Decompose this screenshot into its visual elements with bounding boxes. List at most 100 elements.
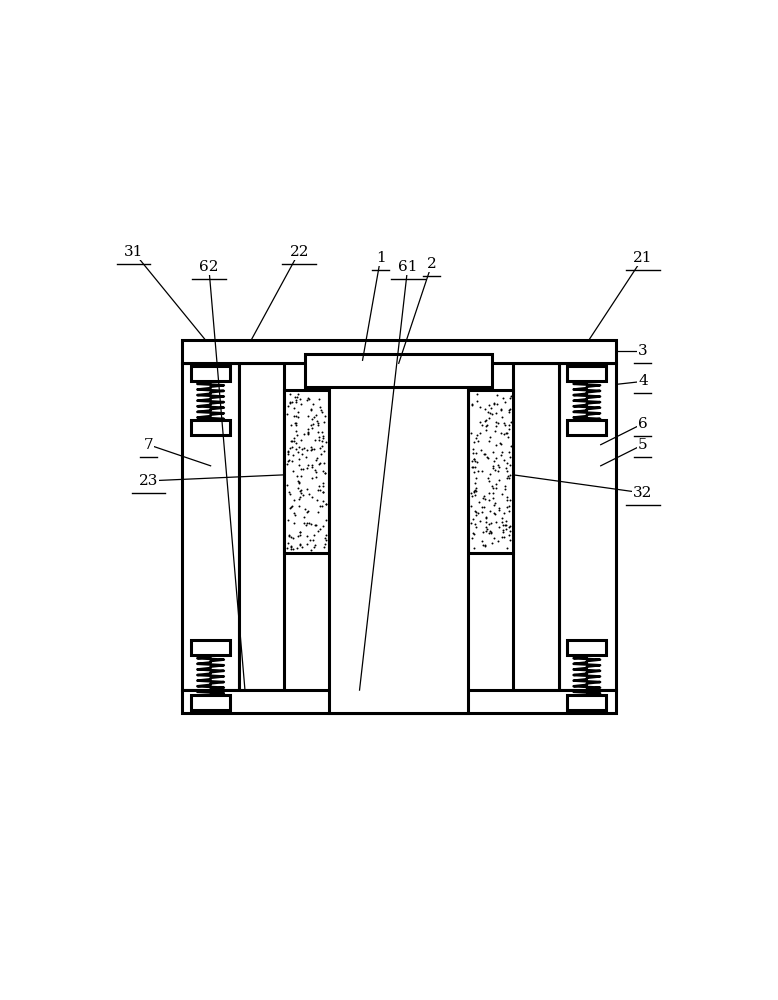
Point xyxy=(495,401,507,417)
Point xyxy=(502,468,514,484)
Point xyxy=(488,497,500,513)
Point xyxy=(288,515,300,531)
Point xyxy=(473,513,485,529)
Point xyxy=(499,417,512,433)
Point xyxy=(492,500,505,516)
Point xyxy=(302,424,314,440)
Point xyxy=(316,404,328,420)
Point xyxy=(486,480,499,496)
Point xyxy=(489,418,502,434)
Point xyxy=(505,414,517,430)
Point xyxy=(281,406,293,422)
Point xyxy=(485,478,498,494)
Point xyxy=(282,443,295,459)
Point xyxy=(313,478,325,494)
Point xyxy=(470,445,482,461)
Bar xyxy=(567,695,606,710)
Point xyxy=(319,512,331,528)
Point xyxy=(503,444,515,460)
Point xyxy=(291,427,303,443)
Point xyxy=(489,476,502,492)
Point xyxy=(496,510,509,526)
Point xyxy=(498,529,510,545)
Point xyxy=(283,500,296,516)
Point xyxy=(482,397,495,413)
Point xyxy=(485,525,497,541)
Point xyxy=(488,453,500,469)
Point xyxy=(306,411,318,427)
Point xyxy=(303,515,315,531)
Point xyxy=(315,402,328,418)
Point xyxy=(316,424,328,440)
Point xyxy=(304,401,317,417)
Point xyxy=(313,391,325,407)
Text: 62: 62 xyxy=(199,260,219,274)
Point xyxy=(464,515,477,531)
Point xyxy=(288,430,300,446)
Point xyxy=(281,456,293,472)
Point xyxy=(483,410,496,426)
Point xyxy=(468,516,481,532)
Point xyxy=(499,517,512,533)
Point xyxy=(466,397,478,413)
Point xyxy=(471,386,483,402)
Point xyxy=(468,459,480,475)
Point xyxy=(496,444,508,460)
Point xyxy=(297,487,310,503)
Point xyxy=(298,509,310,525)
Point xyxy=(482,492,495,508)
Point xyxy=(317,484,329,500)
Point xyxy=(499,521,512,537)
Point xyxy=(475,417,488,433)
Point xyxy=(482,470,495,486)
Point xyxy=(311,492,324,508)
Point xyxy=(308,409,321,425)
Point xyxy=(468,451,480,467)
Point xyxy=(503,390,516,406)
Point xyxy=(293,475,306,491)
Point xyxy=(478,413,491,429)
Point xyxy=(292,480,304,496)
Point xyxy=(309,537,321,553)
Point xyxy=(504,449,517,465)
Point xyxy=(320,434,332,450)
Point xyxy=(303,486,315,502)
Point xyxy=(482,516,495,532)
Point xyxy=(313,429,325,445)
Point xyxy=(283,452,296,468)
Point xyxy=(295,468,307,484)
Point xyxy=(468,451,480,467)
Point xyxy=(282,535,294,551)
Point xyxy=(488,396,500,412)
Point xyxy=(301,421,314,437)
Point xyxy=(483,525,496,541)
Point xyxy=(295,461,307,477)
Point xyxy=(503,421,515,437)
Point xyxy=(285,529,297,545)
Point xyxy=(489,423,502,439)
Point xyxy=(293,451,305,467)
Point xyxy=(295,482,307,498)
Point xyxy=(299,501,311,517)
Point xyxy=(286,453,299,469)
Point xyxy=(291,386,303,402)
Point xyxy=(489,480,502,496)
Point xyxy=(478,499,490,515)
Point xyxy=(286,541,298,557)
Point xyxy=(301,528,314,544)
Point xyxy=(311,415,324,431)
Point xyxy=(470,504,482,520)
Point xyxy=(466,530,478,546)
Point xyxy=(471,393,483,409)
Point xyxy=(289,435,302,451)
Point xyxy=(467,441,479,457)
Bar xyxy=(513,363,559,690)
Point xyxy=(312,424,324,440)
Point xyxy=(298,440,310,456)
Point xyxy=(317,518,329,534)
Point xyxy=(313,456,325,472)
Point xyxy=(290,408,303,424)
Point xyxy=(501,489,513,505)
Point xyxy=(500,540,513,556)
Point xyxy=(468,484,480,500)
